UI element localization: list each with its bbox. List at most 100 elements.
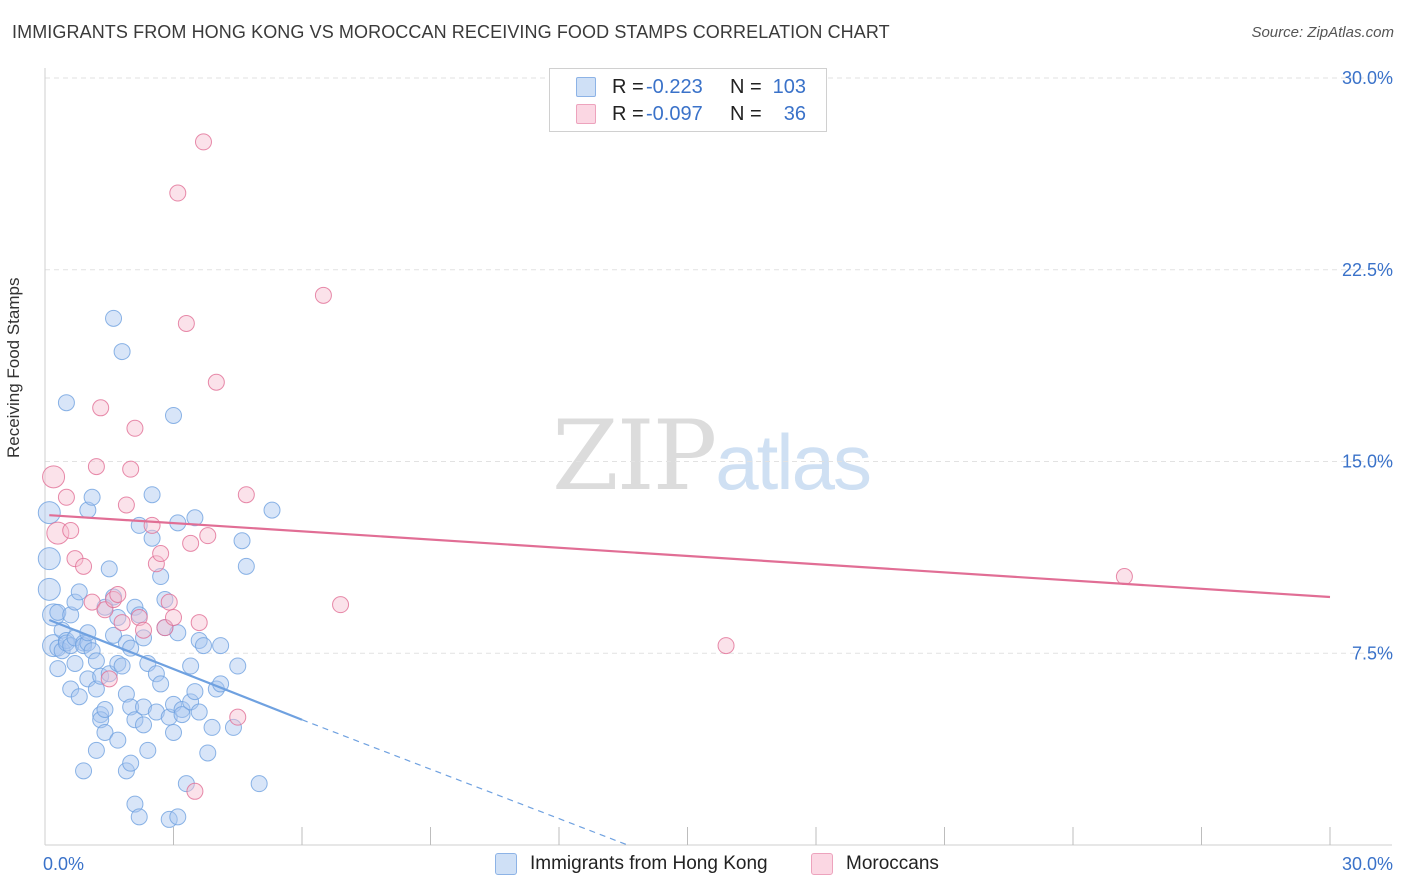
chart-title: IMMIGRANTS FROM HONG KONG VS MOROCCAN RE… (12, 22, 890, 42)
moroccan-point (1115, 568, 1133, 586)
hong-kong-point (96, 724, 114, 742)
hong-kong-point (233, 532, 251, 550)
moroccan-point (126, 419, 144, 437)
hong-kong-point (83, 642, 101, 660)
hong-kong-point (87, 652, 105, 670)
hong-kong-point (37, 577, 61, 601)
hong-kong-point (126, 711, 144, 729)
moroccan-point (57, 488, 75, 506)
hong-kong-point (203, 718, 221, 736)
hong-kong-point (229, 657, 247, 675)
legend-r-label: R = (612, 75, 644, 98)
legend-row-moroccans: R = -0.097 N = 36 (576, 101, 806, 127)
moroccan-point (92, 399, 110, 417)
watermark: ZIPatlas (552, 400, 872, 512)
legend-r-value: -0.097 (646, 102, 703, 125)
hong-kong-point (53, 642, 71, 660)
y-tick-label: 30.0% (1342, 68, 1393, 88)
legend-r-label: R = (612, 102, 644, 125)
moroccan-point (160, 593, 178, 611)
hong-kong-point (109, 731, 127, 749)
moroccan-point (169, 184, 187, 202)
hong-kong-point (105, 626, 123, 644)
moroccan-trendline (49, 514, 1331, 599)
hong-kong-point (62, 606, 80, 624)
hong-kong-point (66, 593, 84, 611)
legend-n-value: 36 (783, 102, 806, 125)
moroccan-point (332, 596, 350, 614)
bottom-legend-moroccans[interactable]: Moroccans (811, 851, 939, 877)
hong-kong-point (113, 343, 131, 361)
y-tick-label: 22.5% (1342, 260, 1393, 280)
moroccan-point (83, 593, 101, 611)
hong-kong-point (224, 718, 242, 736)
bottom-legend-label-moroccans: Moroccans (846, 853, 939, 874)
hong-kong-point (75, 762, 93, 780)
hong-kong-point (173, 706, 191, 724)
moroccan-point (113, 614, 131, 632)
hong-kong-point (194, 637, 212, 655)
moroccan-point (143, 516, 161, 534)
hong-kong-point (49, 660, 67, 678)
moroccan-point (130, 608, 148, 626)
legend-row-hong-kong: R = -0.223 N = 103 (576, 74, 806, 100)
moroccan-point (177, 314, 195, 332)
hong-kong-point (66, 654, 84, 672)
hong-kong-trendline-extension (301, 719, 628, 846)
hong-kong-point (237, 557, 255, 575)
hong-kong-point (130, 808, 148, 826)
hong-kong-point (113, 657, 131, 675)
moroccan-point (314, 286, 332, 304)
hong-kong-trendline (48, 618, 303, 721)
hong-kong-point (49, 603, 67, 621)
moroccan-point (182, 534, 200, 552)
hong-kong-point (87, 680, 105, 698)
moroccan-point (109, 585, 127, 603)
y-tick-label: 15.0% (1342, 452, 1393, 472)
source-label[interactable]: Source: ZipAtlas.com (1251, 24, 1394, 41)
moroccan-point (100, 670, 118, 688)
hong-kong-point (263, 501, 281, 519)
moroccan-point (237, 486, 255, 504)
watermark-zip: ZIP (552, 400, 717, 512)
hong-kong-point (105, 309, 123, 327)
legend-n-label: N = (730, 75, 762, 98)
hong-kong-point (165, 406, 182, 424)
hong-kong-point (147, 665, 165, 683)
hong-kong-point (250, 775, 268, 793)
hong-kong-point (92, 711, 110, 729)
hong-kong-point (152, 568, 170, 586)
moroccan-point (75, 557, 93, 575)
hong-kong-point (135, 716, 153, 734)
moroccan-point (152, 545, 170, 563)
moroccan-point (135, 621, 153, 639)
moroccan-point (207, 373, 225, 391)
hong-kong-point (186, 509, 204, 527)
hong-kong-point (190, 703, 208, 721)
hong-kong-point (96, 700, 114, 718)
legend-r-value: -0.223 (646, 75, 703, 98)
moroccan-point (165, 608, 182, 626)
hong-kong-point (147, 703, 165, 721)
hong-kong-point (186, 683, 204, 701)
hong-kong-point (212, 637, 230, 655)
y-axis-label: Receiving Food Stamps (4, 277, 23, 458)
legend-swatch-hong-kong (576, 77, 596, 97)
bottom-legend-label-hong-kong: Immigrants from Hong Kong (530, 853, 768, 874)
moroccan-point (199, 527, 217, 545)
hong-kong-point (62, 637, 80, 655)
bottom-legend-hong-kong[interactable]: Immigrants from Hong Kong (495, 851, 768, 877)
hong-kong-point (135, 698, 153, 716)
hong-kong-point (83, 488, 101, 506)
hong-kong-point (37, 501, 61, 525)
moroccan-point (122, 460, 140, 478)
moroccan-point (147, 555, 165, 573)
legend-swatch-moroccans (576, 104, 596, 124)
hong-kong-point (126, 598, 144, 616)
moroccan-point (717, 637, 735, 655)
hong-kong-point (182, 657, 200, 675)
hong-kong-point (37, 547, 61, 571)
hong-kong-point (117, 685, 135, 703)
legend-n-label: N = (730, 102, 762, 125)
